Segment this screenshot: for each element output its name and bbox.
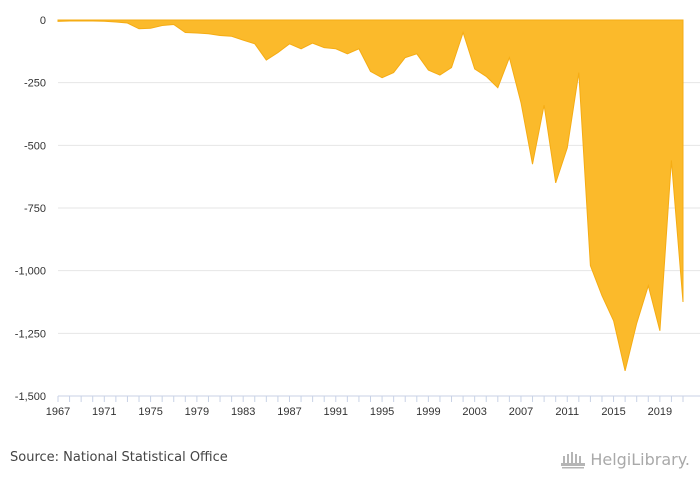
data-point [415,52,419,56]
data-point [253,42,257,46]
data-point [125,21,129,25]
x-tick-label: 1995 [370,406,394,418]
data-point [612,319,616,323]
y-tick-label: 0 [40,15,46,27]
data-point [531,162,535,166]
data-point [484,74,488,78]
data-point [183,31,187,35]
x-tick-label: 1975 [138,406,162,418]
x-tick-label: 2003 [462,406,486,418]
data-point [195,31,199,35]
x-tick-label: 1983 [231,406,255,418]
data-point [299,47,303,51]
y-tick-label: -1,250 [15,328,46,340]
x-tick-label: 2011 [555,406,579,418]
y-tick-label: -750 [24,203,46,215]
data-point [91,19,95,23]
data-point [68,19,72,23]
x-tick-label: 1967 [46,406,70,418]
source-note: Source: National Statistical Office [10,450,228,465]
data-point [658,329,662,333]
x-axis: 1967 1971 1975 1979 1983 1987 1991 1995 1999 2003… [46,395,700,418]
data-point [473,67,477,71]
data-point [264,58,268,62]
data-point [392,71,396,75]
x-tick-label: 2007 [509,406,533,418]
data-point [565,146,569,150]
data-point [496,86,500,90]
data-point [369,69,373,73]
data-point [380,76,384,80]
logo-text: HelgiLibrary. [590,449,690,469]
data-point [345,52,349,56]
x-tick-label: 1987 [277,406,301,418]
data-point [461,31,465,35]
data-point [669,158,673,162]
data-point [241,38,245,42]
data-point [276,51,280,55]
data-point [149,26,153,30]
y-tick-label: -500 [24,140,46,152]
x-tick-label: 1971 [92,406,116,418]
data-point [635,321,639,325]
data-point [577,71,581,75]
data-point [554,181,558,185]
helgi-library-logo: HelgiLibrary. [560,448,690,470]
y-tick-label: -1,000 [15,266,46,278]
x-tick-label: 1991 [324,406,348,418]
data-point [438,73,442,77]
data-point [160,24,164,28]
data-point [334,47,338,51]
data-point [311,41,315,45]
area-series [56,19,685,373]
data-point [357,47,361,51]
x-tick-label: 2019 [648,406,672,418]
data-point [102,19,106,23]
data-point [230,34,234,38]
data-point [218,34,222,38]
data-point [207,32,211,36]
data-point [623,369,627,373]
data-point [288,42,292,46]
data-point [450,66,454,70]
data-point [172,23,176,27]
data-point [519,101,523,105]
data-point [646,284,650,288]
data-point [426,68,430,72]
data-point [600,294,604,298]
data-point [56,19,60,23]
library-building-icon [561,452,586,469]
data-point [114,20,118,24]
y-tick-label: -1,500 [15,391,46,403]
x-tick-label: 1999 [416,406,440,418]
x-tick-label: 2015 [601,406,625,418]
x-tick-label: 1979 [185,406,209,418]
data-point [322,46,326,50]
area-fill [57,19,684,372]
y-tick-label: -250 [24,78,46,90]
data-point [137,27,141,31]
data-point [681,300,685,304]
data-point [507,56,511,60]
data-point [588,264,592,268]
data-point [403,56,407,60]
y-axis: 0 -250 -500 -750 -1,000 -1,250 -1,500 [15,15,46,403]
data-point [79,19,83,23]
data-point [542,103,546,107]
